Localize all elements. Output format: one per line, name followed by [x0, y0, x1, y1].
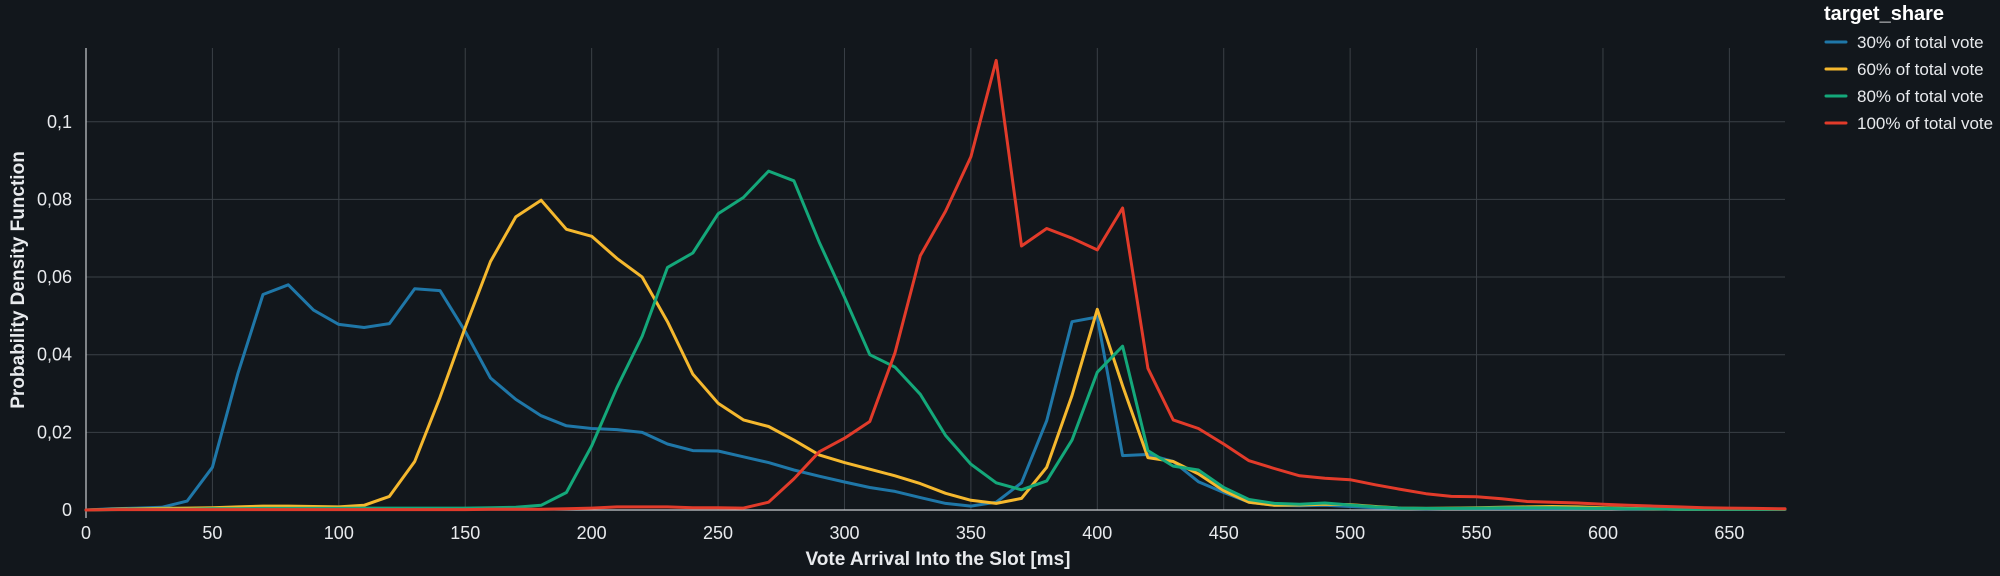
- legend-entry: 30% of total vote: [1857, 33, 1984, 52]
- x-tick-label: 550: [1462, 523, 1492, 543]
- y-tick-label: 0,1: [47, 112, 72, 132]
- y-axis-title: Probability Density Function: [8, 151, 29, 409]
- x-tick-label: 400: [1082, 523, 1112, 543]
- y-tick-label: 0: [62, 500, 72, 520]
- axes: 0 50 100 150 200 250 300 350 400 450 500 550 600 650 0…: [37, 48, 1785, 543]
- x-tick-label: 50: [202, 523, 222, 543]
- y-tick-label: 0,08: [37, 189, 72, 209]
- legend-entry: 80% of total vote: [1857, 87, 1984, 106]
- x-tick-label: 0: [81, 523, 91, 543]
- x-tick-label: 150: [450, 523, 480, 543]
- y-tick-label: 0,06: [37, 267, 72, 287]
- x-axis-title: Vote Arrival Into the Slot [ms]: [806, 549, 1071, 570]
- x-tick-label: 350: [956, 523, 986, 543]
- y-tick-label: 0,02: [37, 422, 72, 442]
- x-tick-label: 250: [703, 523, 733, 543]
- legend-title: target_share: [1824, 3, 1944, 25]
- y-tick-label: 0,04: [37, 345, 72, 365]
- series-lines: [84, 58, 1787, 512]
- grid: [86, 48, 1785, 510]
- legend: target_share 30% of total vote 60% of tota…: [1824, 3, 1993, 133]
- legend-entry: 60% of total vote: [1857, 60, 1984, 79]
- x-tick-label: 450: [1209, 523, 1239, 543]
- x-tick-label: 500: [1335, 523, 1365, 543]
- x-tick-label: 100: [324, 523, 354, 543]
- x-tick-label: 200: [577, 523, 607, 543]
- x-tick-label: 600: [1588, 523, 1618, 543]
- series-line-3: [84, 169, 1787, 512]
- legend-entry: 100% of total vote: [1857, 114, 1993, 133]
- x-tick-label: 650: [1714, 523, 1744, 543]
- x-tick-label: 300: [829, 523, 859, 543]
- series-line-1: [84, 283, 1787, 512]
- series-line-4: [84, 58, 1787, 512]
